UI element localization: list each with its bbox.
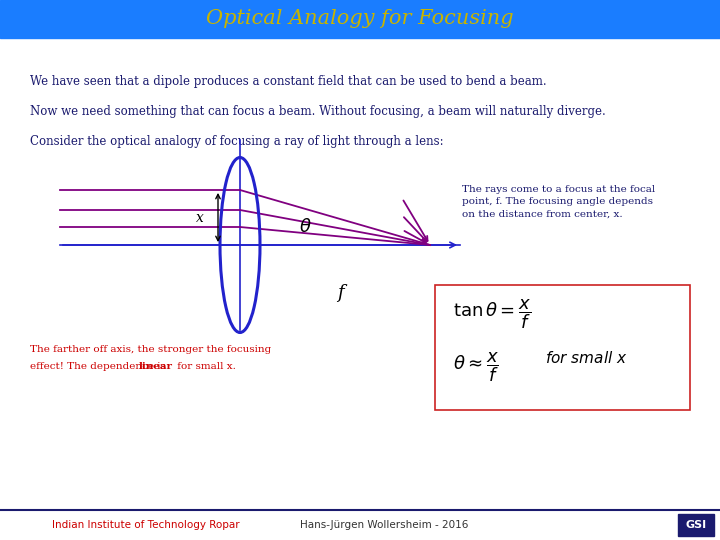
Text: $\theta \approx \dfrac{x}{f}$: $\theta \approx \dfrac{x}{f}$ <box>453 350 499 383</box>
Bar <box>435 285 690 410</box>
Bar <box>0 0 720 38</box>
Text: Consider the optical analogy of focusing a ray of light through a lens:: Consider the optical analogy of focusing… <box>30 135 444 148</box>
Text: $\tan\theta = \dfrac{x}{f}$: $\tan\theta = \dfrac{x}{f}$ <box>453 297 531 330</box>
Text: The farther off axis, the stronger the focusing: The farther off axis, the stronger the f… <box>30 345 271 354</box>
Text: Hans-Jürgen Wollersheim - 2016: Hans-Jürgen Wollersheim - 2016 <box>300 520 469 530</box>
Text: for small x.: for small x. <box>174 362 236 371</box>
Text: Indian Institute of Technology Ropar: Indian Institute of Technology Ropar <box>52 520 240 530</box>
Text: We have seen that a dipole produces a constant field that can be used to bend a : We have seen that a dipole produces a co… <box>30 75 546 88</box>
Text: linear: linear <box>139 362 173 371</box>
Text: The rays come to a focus at the focal
point, f. The focusing angle depends
on th: The rays come to a focus at the focal po… <box>462 185 655 219</box>
Text: effect! The dependence is: effect! The dependence is <box>30 362 169 371</box>
Bar <box>678 514 714 536</box>
Text: Optical Analogy for Focusing: Optical Analogy for Focusing <box>206 10 514 29</box>
Text: Now we need something that can focus a beam. Without focusing, a beam will natur: Now we need something that can focus a b… <box>30 105 606 118</box>
Text: x: x <box>196 211 204 225</box>
Text: $\theta$: $\theta$ <box>299 218 311 236</box>
Text: GSI: GSI <box>685 520 706 530</box>
Text: $\mathit{for\ small\ x}$: $\mathit{for\ small\ x}$ <box>545 350 628 366</box>
Text: f: f <box>337 284 343 302</box>
